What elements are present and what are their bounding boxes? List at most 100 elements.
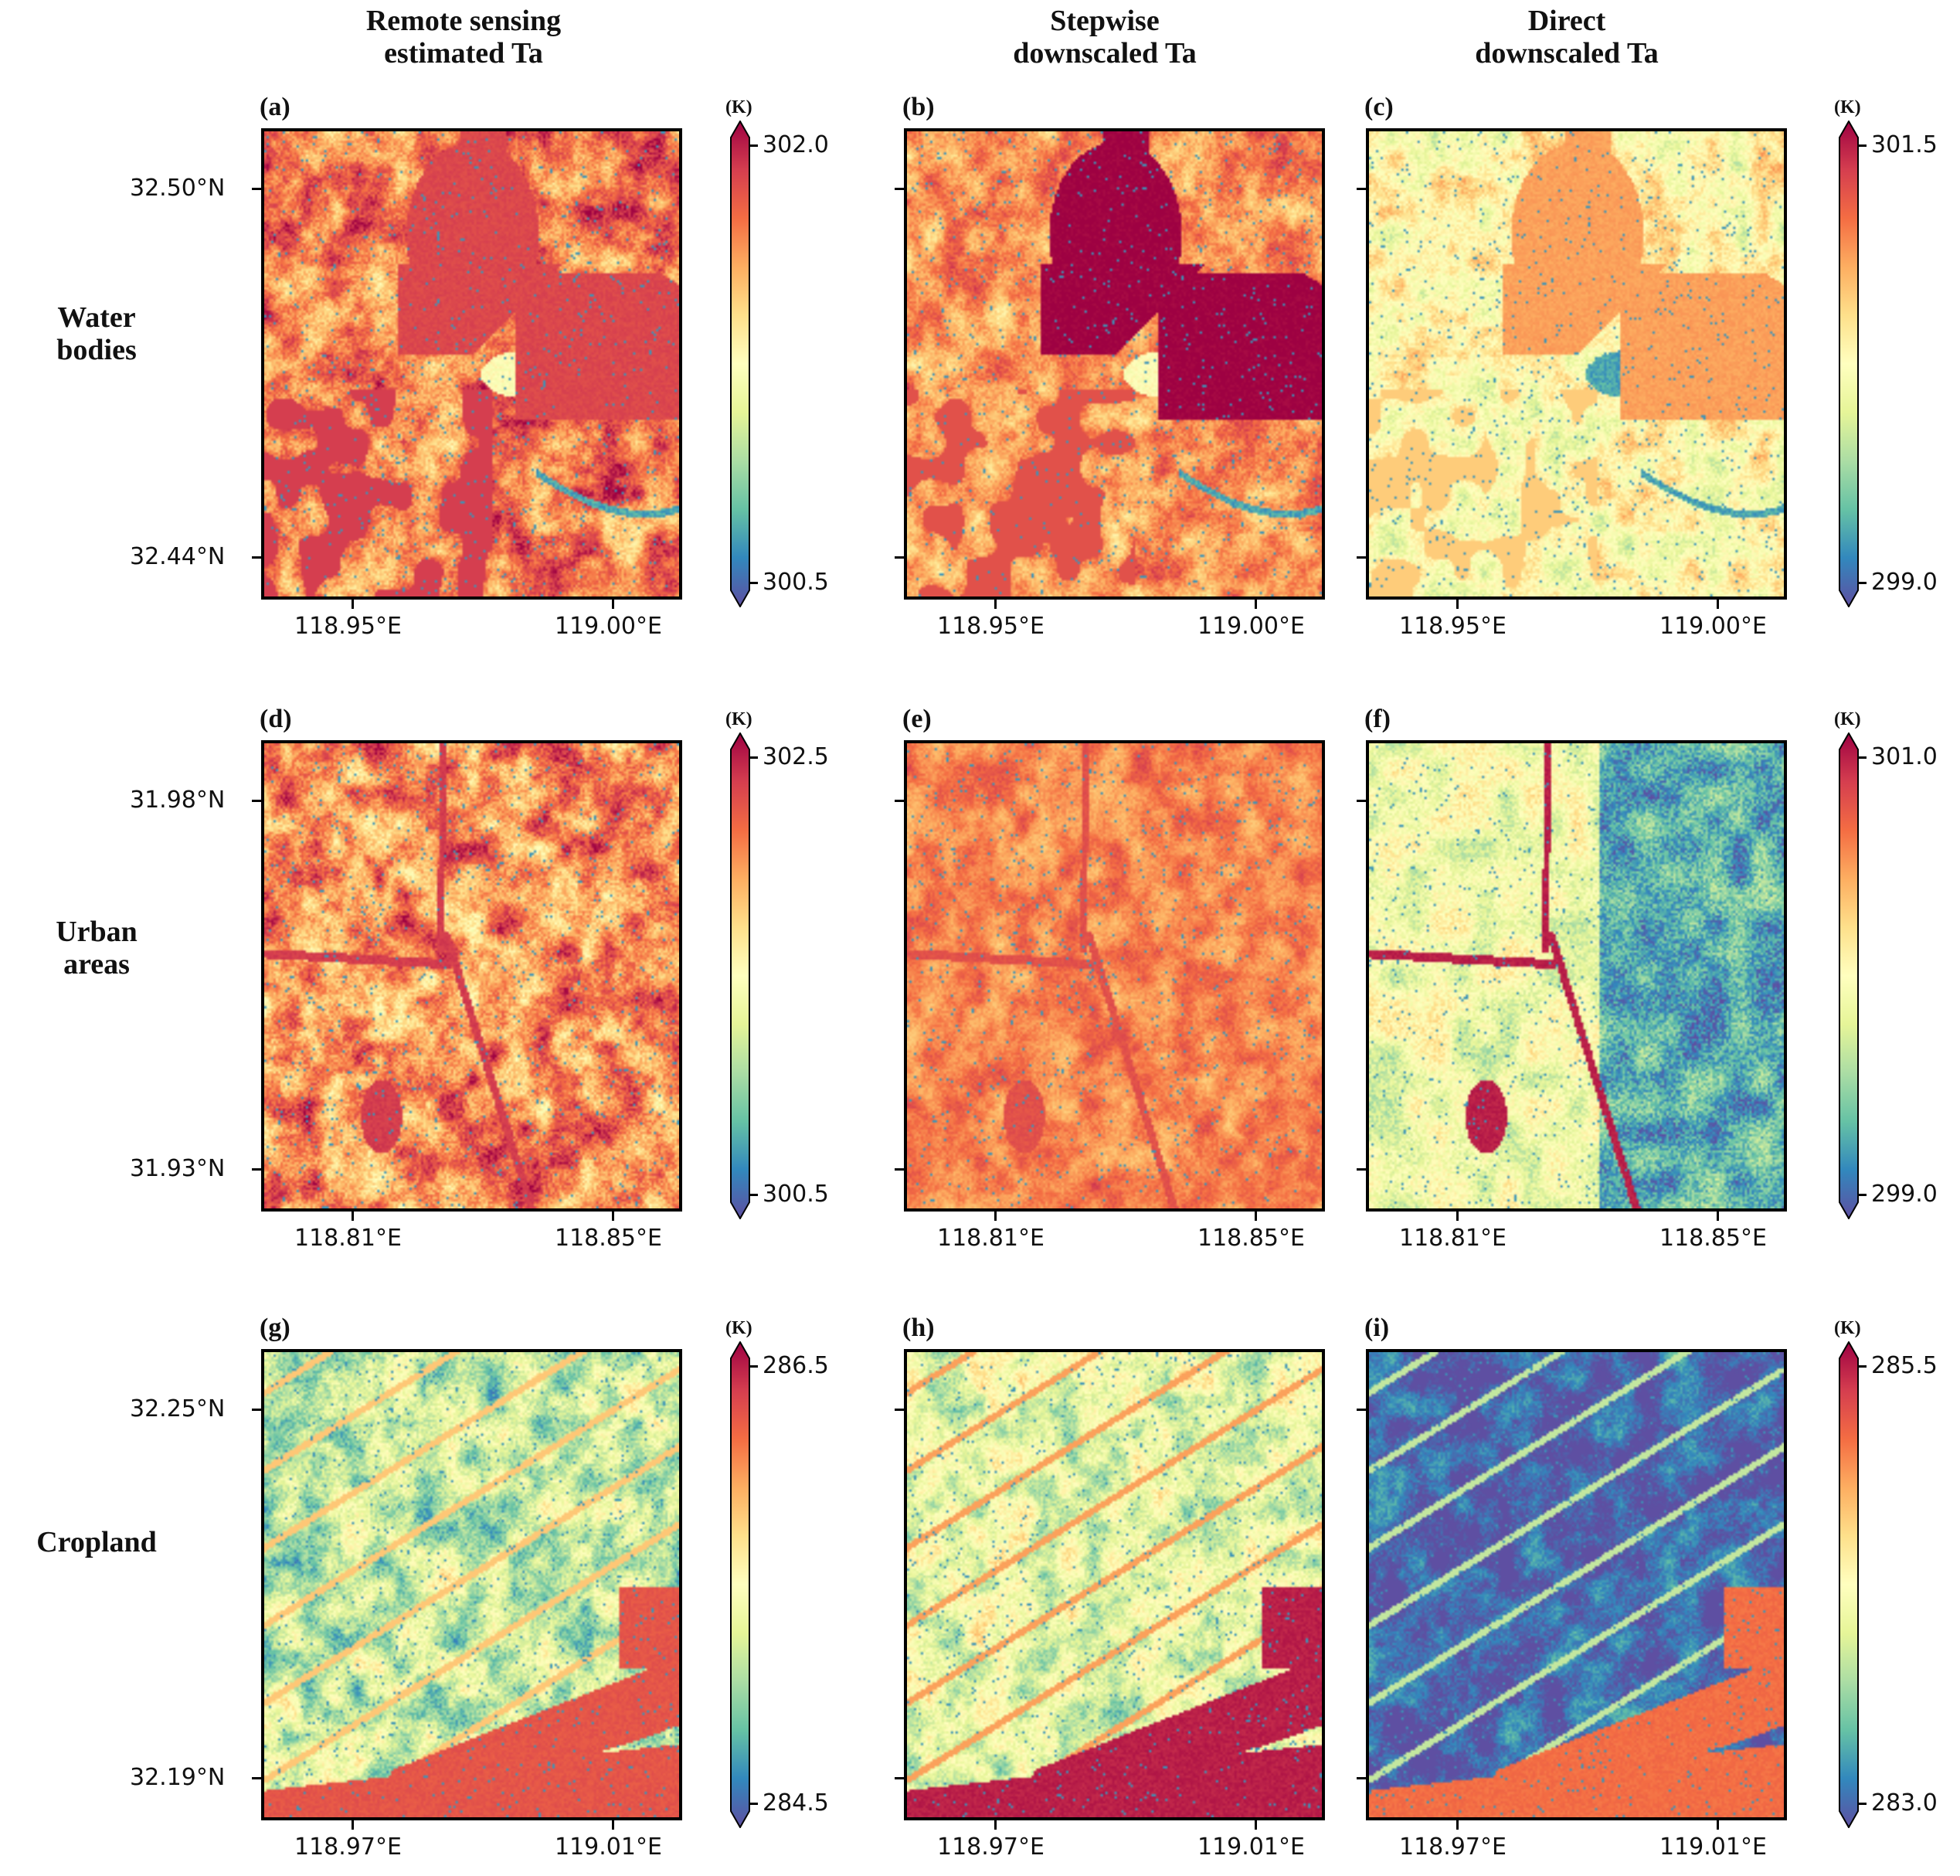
temperature-raster bbox=[264, 743, 679, 1208]
lat-tick-mark bbox=[1357, 1409, 1366, 1411]
row-label: Urban areas bbox=[56, 916, 138, 980]
column-title: Remote sensing estimated Ta bbox=[365, 5, 562, 70]
colorbar-min-label: 283.0 bbox=[1871, 1789, 1938, 1817]
colorbar bbox=[1839, 1340, 1859, 1830]
temperature-map bbox=[904, 128, 1325, 600]
lat-tick-mark bbox=[895, 1409, 904, 1411]
colorbar-min-label: 299.0 bbox=[1871, 569, 1938, 596]
lat-tick-label: 32.19°N bbox=[130, 1764, 226, 1791]
lat-tick-mark bbox=[252, 800, 261, 802]
colorbar-tick-mark bbox=[750, 1365, 758, 1368]
lon-tick-mark bbox=[1255, 600, 1257, 609]
lon-tick-label: 119.01°E bbox=[555, 1834, 662, 1861]
lon-tick-mark bbox=[1717, 600, 1719, 609]
lon-tick-label: 119.01°E bbox=[1659, 1834, 1767, 1861]
lat-tick-mark bbox=[252, 1409, 261, 1411]
lon-tick-label: 118.85°E bbox=[1197, 1225, 1305, 1252]
temperature-map bbox=[261, 1349, 682, 1820]
colorbar-tick-mark bbox=[1859, 1803, 1867, 1805]
temperature-raster bbox=[264, 1352, 679, 1817]
lat-tick-mark bbox=[1357, 1168, 1366, 1171]
temperature-map bbox=[1366, 128, 1787, 600]
temperature-map bbox=[261, 128, 682, 600]
temperature-map bbox=[1366, 740, 1787, 1212]
lon-tick-mark bbox=[612, 600, 614, 609]
colorbar-body bbox=[730, 731, 750, 1221]
lon-tick-label: 118.97°E bbox=[294, 1834, 402, 1861]
colorbar-max-label: 302.0 bbox=[763, 131, 829, 158]
temperature-map bbox=[904, 740, 1325, 1212]
lon-tick-mark bbox=[612, 1820, 614, 1830]
lat-tick-label: 32.50°N bbox=[130, 175, 226, 202]
lon-tick-mark bbox=[1456, 1820, 1459, 1830]
column-title: Direct downscaled Ta bbox=[1475, 5, 1659, 70]
lon-tick-label: 118.95°E bbox=[294, 613, 402, 640]
panel-label: (e) bbox=[902, 705, 932, 733]
temperature-raster bbox=[1369, 131, 1784, 596]
lat-tick-mark bbox=[895, 800, 904, 802]
colorbar-body bbox=[1839, 731, 1859, 1221]
colorbar-max-label: 301.5 bbox=[1871, 131, 1938, 158]
lat-tick-mark bbox=[252, 1777, 261, 1779]
lon-tick-mark bbox=[994, 1820, 997, 1830]
colorbar-gradient bbox=[1839, 731, 1859, 1221]
colorbar-min-label: 284.5 bbox=[763, 1789, 829, 1817]
colorbar-max-label: 301.0 bbox=[1871, 743, 1938, 770]
colorbar-tick-mark bbox=[1859, 144, 1867, 147]
lon-tick-label: 119.01°E bbox=[1197, 1834, 1305, 1861]
lon-tick-label: 119.00°E bbox=[555, 613, 662, 640]
lon-tick-mark bbox=[1456, 1212, 1459, 1221]
colorbar-gradient bbox=[1839, 1340, 1859, 1830]
lon-tick-label: 118.81°E bbox=[294, 1225, 402, 1252]
temperature-raster bbox=[264, 131, 679, 596]
colorbar-gradient bbox=[730, 119, 750, 609]
lon-tick-mark bbox=[352, 1820, 354, 1830]
lat-tick-mark bbox=[1357, 188, 1366, 190]
colorbar-tick-mark bbox=[1859, 582, 1867, 584]
colorbar bbox=[730, 731, 750, 1221]
lon-tick-mark bbox=[994, 1212, 997, 1221]
panel-label: (g) bbox=[260, 1314, 290, 1342]
lat-tick-mark bbox=[252, 188, 261, 190]
panel-label: (b) bbox=[902, 93, 935, 121]
colorbar-unit: (K) bbox=[1834, 709, 1861, 729]
colorbar-tick-mark bbox=[1859, 1194, 1867, 1196]
lon-tick-mark bbox=[1456, 600, 1459, 609]
colorbar-body bbox=[730, 119, 750, 609]
row-label: Cropland bbox=[36, 1526, 157, 1558]
temperature-map bbox=[1366, 1349, 1787, 1820]
lon-tick-mark bbox=[352, 1212, 354, 1221]
panel-label: (i) bbox=[1364, 1314, 1390, 1342]
colorbar-gradient bbox=[730, 731, 750, 1221]
panel-label: (h) bbox=[902, 1314, 935, 1342]
lat-tick-mark bbox=[252, 556, 261, 559]
lat-tick-mark bbox=[895, 556, 904, 559]
colorbar bbox=[1839, 119, 1859, 609]
colorbar-min-label: 300.5 bbox=[763, 569, 829, 596]
lon-tick-mark bbox=[1255, 1212, 1257, 1221]
colorbar-max-label: 285.5 bbox=[1871, 1352, 1938, 1379]
lon-tick-label: 118.85°E bbox=[555, 1225, 662, 1252]
lon-tick-mark bbox=[1717, 1820, 1719, 1830]
lat-tick-label: 32.25°N bbox=[130, 1395, 226, 1422]
lat-tick-mark bbox=[1357, 1777, 1366, 1779]
colorbar bbox=[730, 119, 750, 609]
lat-tick-mark bbox=[252, 1168, 261, 1171]
colorbar-unit: (K) bbox=[725, 709, 752, 729]
temperature-raster bbox=[1369, 743, 1784, 1208]
temperature-raster bbox=[907, 1352, 1322, 1817]
panel-label: (c) bbox=[1364, 93, 1394, 121]
panel-label: (a) bbox=[260, 93, 290, 121]
lon-tick-label: 118.81°E bbox=[1399, 1225, 1507, 1252]
lon-tick-label: 118.85°E bbox=[1659, 1225, 1767, 1252]
lat-tick-mark bbox=[1357, 800, 1366, 802]
colorbar-gradient bbox=[730, 1340, 750, 1830]
lon-tick-label: 118.97°E bbox=[1399, 1834, 1507, 1861]
lon-tick-mark bbox=[612, 1212, 614, 1221]
lon-tick-label: 119.00°E bbox=[1197, 613, 1305, 640]
colorbar-tick-mark bbox=[1859, 1365, 1867, 1368]
colorbar bbox=[730, 1340, 750, 1830]
lat-tick-label: 32.44°N bbox=[130, 543, 226, 570]
colorbar-tick-mark bbox=[750, 144, 758, 147]
lon-tick-mark bbox=[1255, 1820, 1257, 1830]
